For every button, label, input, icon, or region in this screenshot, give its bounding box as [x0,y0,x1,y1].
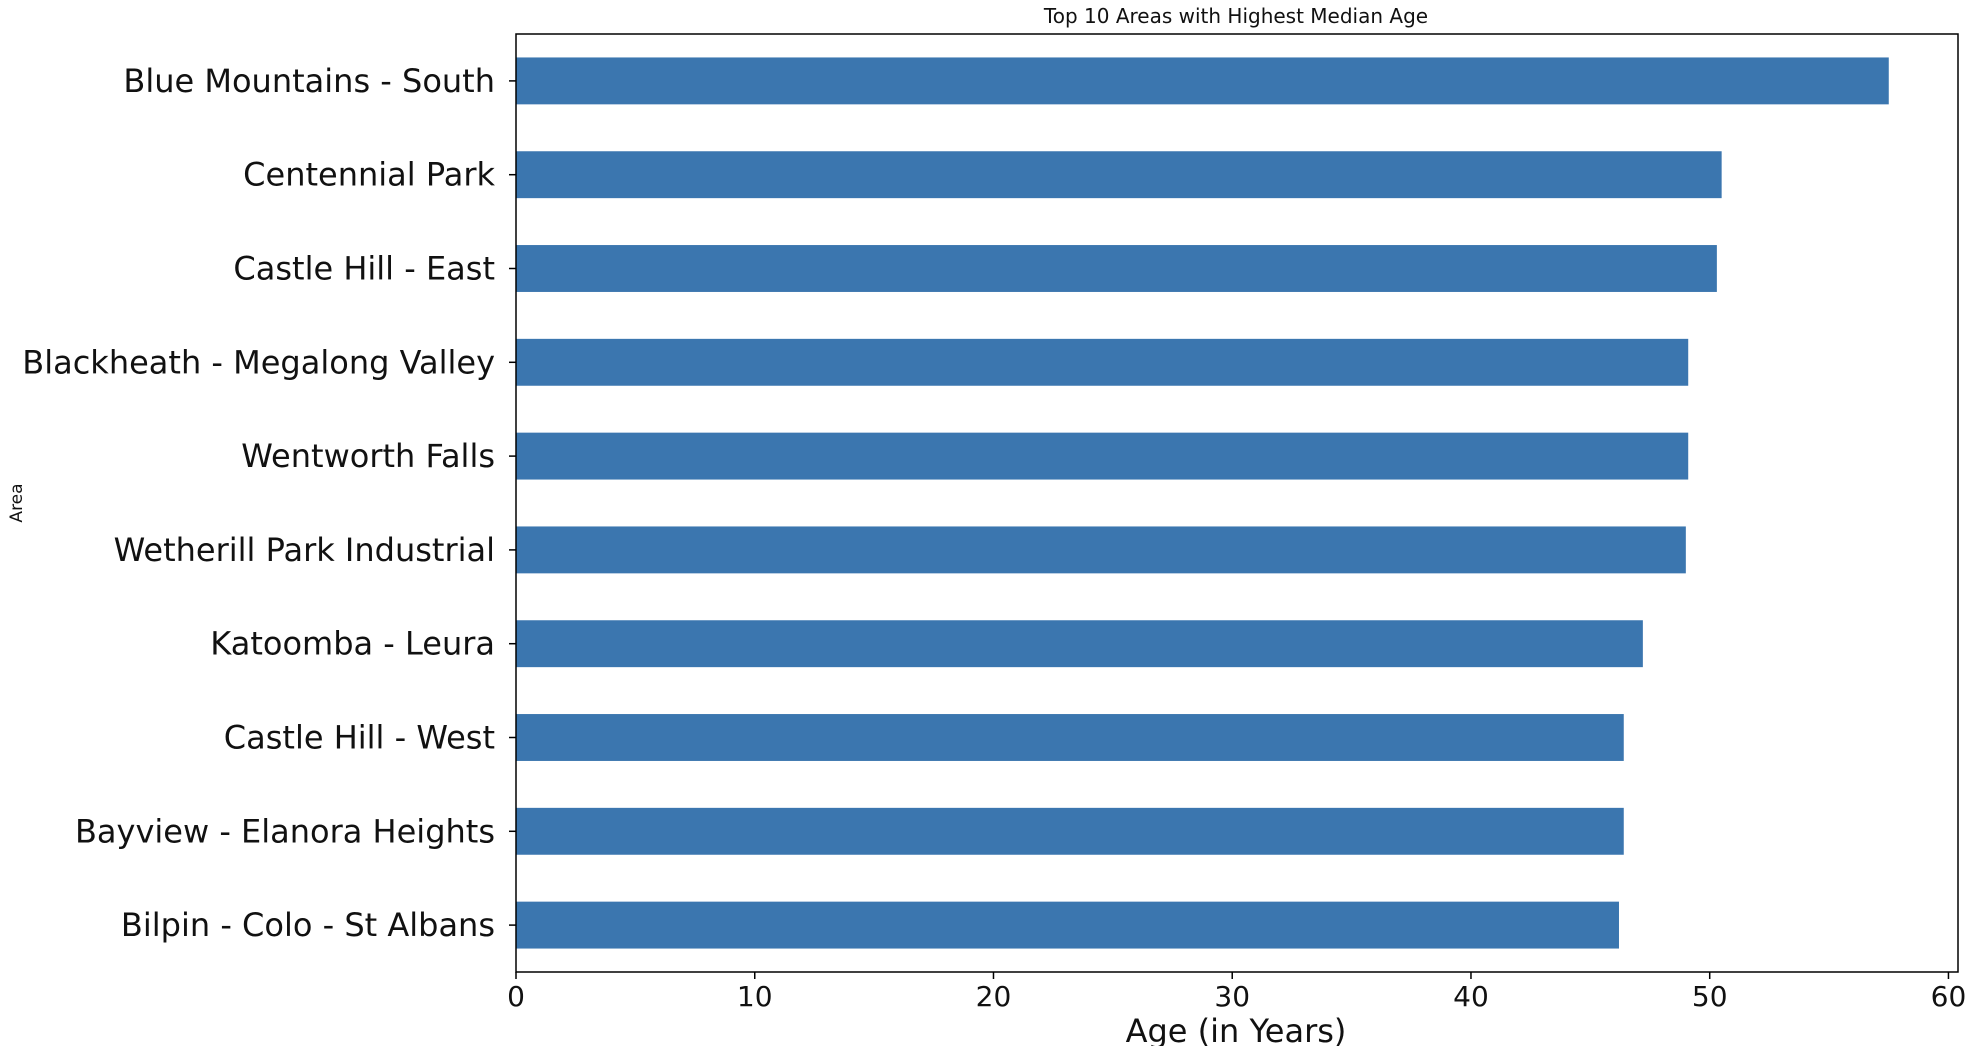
bar [516,901,1619,949]
category-labels: Blue Mountains - South Centennial Park Cas… [22,62,516,944]
category-label: Bilpin - Colo - St Albans [121,906,495,944]
bar [516,245,1717,292]
x-tick-label: 60 [1931,980,1967,1013]
y-axis-label: Area [7,483,27,522]
chart-title: Top 10 Areas with Highest Median Age [1043,4,1428,28]
bar [516,620,1643,668]
category-label: Bayview - Elanora Heights [75,812,495,850]
x-tick-label: 10 [737,980,773,1013]
bar [516,714,1624,761]
category-label: Castle Hill - East [233,250,495,288]
x-axis-ticks: 0 10 20 30 40 50 60 [507,972,1966,1013]
x-tick-label: 50 [1692,980,1728,1013]
x-axis-label: Age (in Years) [1126,1012,1347,1046]
x-tick-label: 20 [976,980,1012,1013]
bars-group [516,57,1889,949]
category-label: Blue Mountains - South [123,62,495,100]
plot-frame [515,33,1959,973]
category-label: Wentworth Falls [241,437,495,475]
category-label: Centennial Park [243,156,495,194]
category-label: Katoomba - Leura [210,625,495,663]
x-tick-label: 0 [507,980,525,1013]
bar [516,57,1889,105]
x-tick-label: 30 [1214,980,1250,1013]
bar [516,151,1722,199]
category-label: Blackheath - Megalong Valley [22,343,495,381]
x-tick-label: 40 [1453,980,1489,1013]
bar [516,807,1624,855]
bar [516,432,1689,480]
bar [516,338,1689,386]
category-label: Wetherill Park Industrial [114,531,495,569]
bar [516,526,1686,574]
category-label: Castle Hill - West [224,719,495,757]
